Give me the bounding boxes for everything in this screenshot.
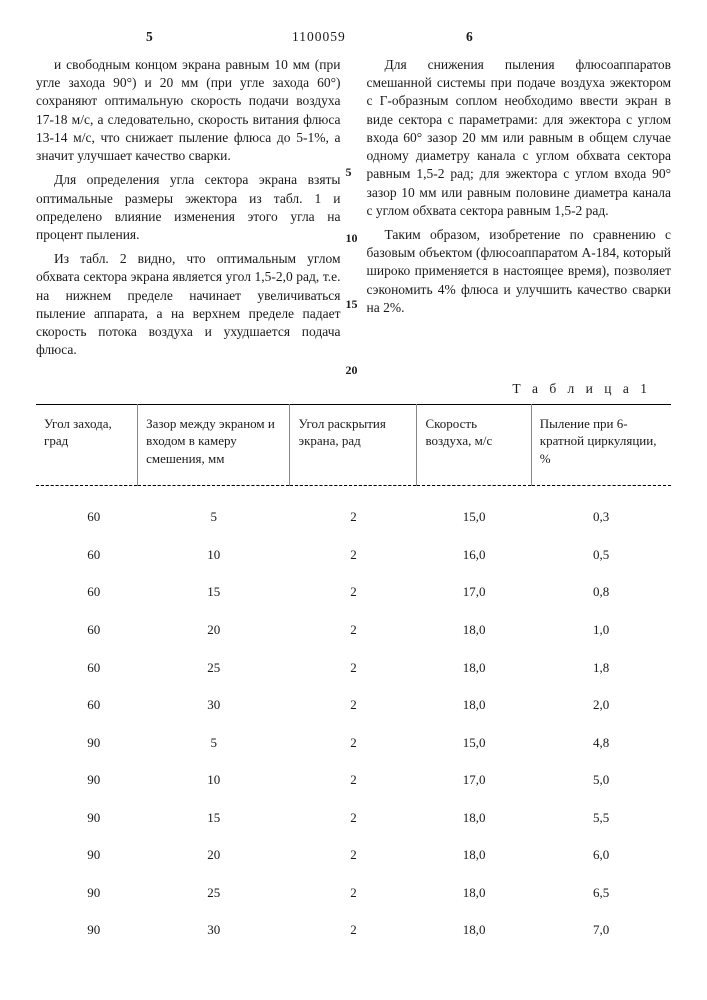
table-cell: 10 (138, 536, 290, 574)
table-cell: 2 (290, 836, 417, 874)
table-cell: 60 (36, 486, 138, 536)
table-body: 605215,00,36010216,00,56015217,00,860202… (36, 486, 671, 949)
table-row: 9015218,05,5 (36, 799, 671, 837)
table-cell: 90 (36, 836, 138, 874)
paragraph: Таким образом, изобретение по сравнению … (367, 226, 672, 317)
data-table-1: Угол захода, град Зазор между экраном и … (36, 404, 671, 949)
table-cell: 60 (36, 611, 138, 649)
table-cell: 2 (290, 611, 417, 649)
table-cell: 90 (36, 761, 138, 799)
table-cell: 1,8 (531, 649, 671, 687)
table-cell: 18,0 (417, 686, 531, 724)
page-header: 5 1100059 6 (36, 28, 671, 50)
table-header-cell: Угол захода, град (36, 404, 138, 486)
table-cell: 30 (138, 686, 290, 724)
table-row: 6025218,01,8 (36, 649, 671, 687)
table-cell: 18,0 (417, 874, 531, 912)
table-row: 6020218,01,0 (36, 611, 671, 649)
table-cell: 5,0 (531, 761, 671, 799)
table-cell: 90 (36, 724, 138, 762)
table-row: 6010216,00,5 (36, 536, 671, 574)
table-cell: 2 (290, 486, 417, 536)
table-header-cell: Зазор между экраном и входом в камеру см… (138, 404, 290, 486)
table-cell: 30 (138, 911, 290, 949)
table-cell: 6,5 (531, 874, 671, 912)
table-cell: 2 (290, 911, 417, 949)
table-cell: 2 (290, 573, 417, 611)
table-row: 9025218,06,5 (36, 874, 671, 912)
table-caption: Т а б л и ц а 1 (36, 380, 651, 398)
table-row: 605215,00,3 (36, 486, 671, 536)
paragraph: Для определения угла сектора экрана взят… (36, 171, 341, 244)
table-cell: 5,5 (531, 799, 671, 837)
table-cell: 2 (290, 799, 417, 837)
table-cell: 2 (290, 536, 417, 574)
table-cell: 90 (36, 874, 138, 912)
table-header-cell: Скорость воздуха, м/с (417, 404, 531, 486)
table-row: 9020218,06,0 (36, 836, 671, 874)
table-row: 6015217,00,8 (36, 573, 671, 611)
table-cell: 18,0 (417, 649, 531, 687)
table-cell: 18,0 (417, 611, 531, 649)
paragraph: Для снижения пыления флюсоаппаратов смеш… (367, 56, 672, 220)
table-row: 9010217,05,0 (36, 761, 671, 799)
left-column-number: 5 (146, 28, 153, 46)
table-cell: 2 (290, 686, 417, 724)
table-cell: 0,5 (531, 536, 671, 574)
table-cell: 2 (290, 724, 417, 762)
table-cell: 20 (138, 611, 290, 649)
table-cell: 18,0 (417, 799, 531, 837)
table-cell: 16,0 (417, 536, 531, 574)
table-header-row: Угол захода, град Зазор между экраном и … (36, 404, 671, 486)
body-text: 5 10 15 20 и свободным концом экрана рав… (36, 56, 671, 366)
table-cell: 15 (138, 573, 290, 611)
table-cell: 7,0 (531, 911, 671, 949)
table-cell: 60 (36, 686, 138, 724)
line-number: 5 (346, 164, 352, 180)
table-cell: 2,0 (531, 686, 671, 724)
paragraph: и свободным концом экрана равным 10 мм (… (36, 56, 341, 165)
table-cell: 0,8 (531, 573, 671, 611)
table-cell: 5 (138, 486, 290, 536)
document-number: 1100059 (292, 28, 346, 46)
table-row: 6030218,02,0 (36, 686, 671, 724)
line-number: 20 (346, 362, 358, 378)
table-cell: 4,8 (531, 724, 671, 762)
table-row: 9030218,07,0 (36, 911, 671, 949)
table-cell: 15,0 (417, 486, 531, 536)
table-header-cell: Угол раскрытия экрана, рад (290, 404, 417, 486)
table-cell: 10 (138, 761, 290, 799)
table-cell: 60 (36, 536, 138, 574)
table-cell: 25 (138, 874, 290, 912)
table-cell: 90 (36, 799, 138, 837)
table-cell: 2 (290, 874, 417, 912)
table-cell: 18,0 (417, 836, 531, 874)
table-cell: 1,0 (531, 611, 671, 649)
table-cell: 0,3 (531, 486, 671, 536)
line-number: 10 (346, 230, 358, 246)
table-cell: 15,0 (417, 724, 531, 762)
table-cell: 18,0 (417, 911, 531, 949)
table-cell: 60 (36, 573, 138, 611)
right-text-column: Для снижения пыления флюсоаппаратов смеш… (367, 56, 672, 366)
table-cell: 2 (290, 649, 417, 687)
table-cell: 20 (138, 836, 290, 874)
table-cell: 15 (138, 799, 290, 837)
table-cell: 90 (36, 911, 138, 949)
paragraph: Из табл. 2 видно, что оптимальным углом … (36, 250, 341, 359)
table-cell: 6,0 (531, 836, 671, 874)
line-number: 15 (346, 296, 358, 312)
table-cell: 17,0 (417, 573, 531, 611)
table-cell: 2 (290, 761, 417, 799)
table-cell: 5 (138, 724, 290, 762)
left-text-column: и свободным концом экрана равным 10 мм (… (36, 56, 341, 366)
table-row: 905215,04,8 (36, 724, 671, 762)
right-column-number: 6 (466, 28, 473, 46)
table-cell: 60 (36, 649, 138, 687)
table-header-cell: Пыление при 6-кратной циркуляции, % (531, 404, 671, 486)
table-head: Угол захода, град Зазор между экраном и … (36, 404, 671, 486)
table-cell: 17,0 (417, 761, 531, 799)
table-cell: 25 (138, 649, 290, 687)
